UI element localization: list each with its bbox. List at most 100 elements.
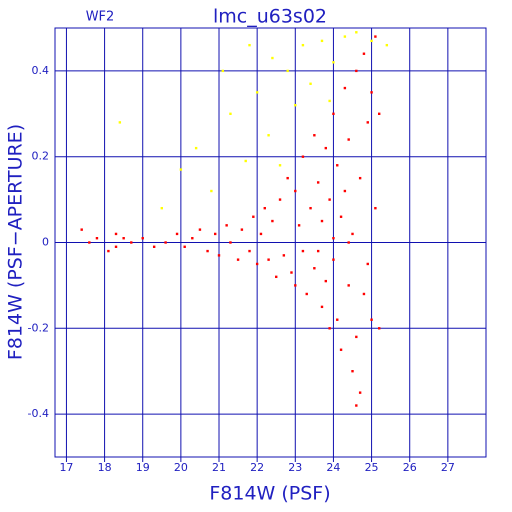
point (320, 305, 324, 309)
chart-title: lmc_u63s02 (213, 6, 327, 28)
annotation: WF2 (86, 10, 115, 25)
point (343, 86, 347, 90)
point (229, 241, 232, 244)
point (198, 228, 202, 231)
point (366, 121, 369, 124)
point (294, 104, 297, 107)
point (370, 39, 373, 43)
point (271, 56, 274, 60)
point (248, 43, 251, 47)
point (80, 228, 83, 231)
point (240, 228, 244, 231)
point (229, 112, 232, 115)
point (362, 292, 366, 296)
x-tick-label: 26 (403, 461, 417, 474)
point (88, 241, 91, 244)
point (294, 189, 297, 193)
x-tick-label: 17 (59, 461, 73, 474)
x-tick-label: 25 (365, 461, 379, 474)
x-tick-label: 24 (326, 461, 340, 474)
point (320, 219, 324, 223)
point (336, 318, 339, 321)
point (355, 31, 358, 34)
point (370, 318, 373, 321)
x-tick-label: 22 (250, 461, 264, 474)
point (374, 35, 377, 38)
point (309, 82, 312, 85)
point (347, 138, 350, 141)
point (267, 258, 270, 261)
point (107, 249, 110, 253)
point (355, 335, 358, 339)
point (114, 245, 118, 248)
point (252, 215, 255, 218)
point (210, 189, 213, 193)
point (95, 237, 99, 240)
point (358, 391, 362, 394)
point (271, 219, 274, 223)
point (332, 61, 335, 64)
point (301, 155, 305, 158)
point (328, 327, 331, 330)
point (282, 254, 286, 257)
y-tick-label: 0.2 (32, 150, 50, 163)
point (236, 258, 240, 261)
y-tick-label: -0.4 (28, 407, 49, 420)
point (206, 249, 209, 253)
point (175, 232, 179, 236)
point (328, 198, 331, 201)
point (336, 164, 339, 167)
point (347, 284, 350, 287)
point (355, 404, 358, 407)
point (191, 237, 194, 240)
point (332, 112, 335, 115)
point (374, 206, 377, 210)
point (275, 275, 278, 279)
point (332, 258, 335, 261)
point (324, 146, 328, 150)
point (328, 99, 331, 103)
point (278, 164, 282, 167)
point (244, 159, 247, 163)
point (118, 121, 122, 124)
point (351, 232, 354, 236)
point (313, 134, 316, 137)
point (332, 237, 335, 240)
point (324, 279, 328, 283)
point (122, 237, 125, 240)
point (130, 241, 133, 244)
point (152, 245, 156, 248)
point (259, 232, 263, 236)
point (339, 348, 343, 351)
point (378, 327, 381, 330)
point (286, 176, 289, 180)
point (339, 215, 343, 218)
point (267, 134, 270, 137)
x-tick-label: 19 (136, 461, 150, 474)
point (263, 206, 266, 210)
point (301, 249, 305, 253)
point (362, 52, 366, 55)
point (385, 43, 389, 47)
x-tick-label: 27 (441, 461, 455, 474)
x-axis-label: F814W (PSF) (209, 483, 330, 505)
point (297, 224, 301, 227)
point (278, 198, 282, 201)
x-tick-label: 20 (174, 461, 188, 474)
y-tick-label: -0.2 (28, 321, 49, 334)
point (217, 254, 221, 257)
point (343, 35, 347, 38)
point (316, 181, 320, 184)
point (213, 232, 217, 236)
point (313, 267, 316, 270)
point (378, 112, 381, 115)
point (286, 69, 289, 73)
point (179, 168, 183, 171)
point (255, 91, 259, 94)
point (316, 249, 320, 253)
point (183, 245, 186, 248)
y-tick-label: 0 (42, 236, 49, 249)
point (305, 292, 308, 296)
point (358, 176, 362, 180)
